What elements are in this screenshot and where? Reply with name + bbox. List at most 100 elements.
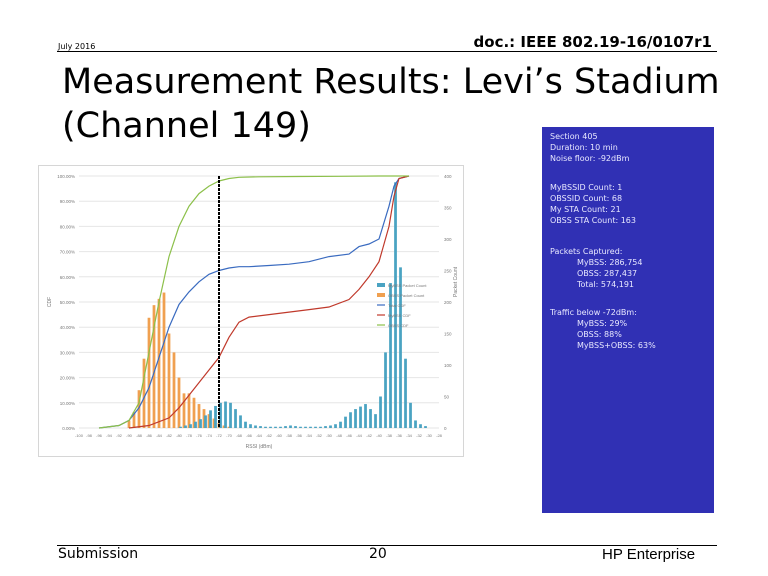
x-tick-label: -88: [136, 433, 143, 438]
bar: [299, 426, 302, 428]
slide-title-line-2: (Channel 149): [62, 106, 311, 146]
bar: [369, 409, 372, 428]
legend-label: OBSS Packet Count: [388, 293, 425, 298]
x-tick-label: -32: [416, 433, 423, 438]
x-tick-label: -28: [436, 433, 443, 438]
bar: [189, 424, 192, 428]
bar: [329, 425, 332, 428]
bar: [379, 396, 382, 428]
legend-label: Total CDF: [388, 303, 406, 308]
bar: [304, 426, 307, 428]
bar: [344, 416, 347, 428]
bar: [192, 397, 196, 428]
y-tick-label: 10.00%: [60, 401, 75, 406]
bar: [184, 425, 187, 428]
rssi-chart-svg: 0.00% 10.00% 20.00% 30.00% 40.00% 50.00% 60.00…: [47, 174, 459, 450]
series-line: [98, 175, 410, 429]
info-line: MyBSS: 286,754: [577, 258, 643, 267]
bar: [289, 425, 292, 428]
bar: [147, 317, 151, 428]
x-tick-label: -40: [376, 433, 383, 438]
x-axis-label: RSSI (dBm): [246, 444, 273, 450]
bar: [214, 405, 217, 428]
bar: [419, 424, 422, 428]
bar: [152, 305, 156, 428]
y2-tick-label: 250: [444, 269, 452, 274]
legend-swatch: [377, 293, 385, 297]
bar: [269, 426, 272, 428]
slide-title: Measurement Results: Levi’s Stadium (Cha…: [62, 60, 720, 148]
x-tick-label: -92: [116, 433, 123, 438]
slide-date: July 2016: [58, 42, 96, 51]
bar: [172, 352, 176, 428]
bar: [219, 402, 222, 428]
info-line: My STA Count: 21: [550, 205, 621, 214]
legend-label: MyBSS Packet Count: [388, 283, 427, 288]
y-tick-label: 0.00%: [62, 426, 75, 431]
bar: [314, 426, 317, 428]
bar: [399, 267, 402, 428]
y2-tick-label: 350: [444, 206, 452, 211]
bar: [187, 393, 191, 428]
x-tick-label: -46: [346, 433, 353, 438]
bar: [404, 358, 407, 428]
bar: [127, 420, 131, 428]
info-panel: Section 405 Duration: 10 min Noise floor…: [542, 127, 714, 513]
bar: [234, 409, 237, 428]
x-tick-label: -64: [256, 433, 263, 438]
series-line: [128, 175, 410, 429]
info-block-packets: Packets Captured: MyBSS: 286,754 OBSS: 2…: [550, 246, 642, 290]
x-tick-label: -96: [96, 433, 103, 438]
x-tick-label: -44: [356, 433, 363, 438]
bar: [194, 421, 197, 428]
y-tick-label: 50.00%: [60, 300, 75, 305]
series-line: [98, 175, 409, 429]
page-number: 20: [369, 546, 387, 562]
x-tick-label: -54: [306, 433, 313, 438]
x-tick-label: -52: [316, 433, 323, 438]
info-block-session: Section 405 Duration: 10 min Noise floor…: [550, 131, 629, 164]
bar: [204, 415, 207, 428]
info-block-counts: MyBSSID Count: 1 OBSSID Count: 68 My STA…: [550, 182, 636, 226]
y-axis-label: CDF: [47, 297, 53, 307]
x-tick-label: -34: [406, 433, 413, 438]
x-tick-label: -86: [146, 433, 153, 438]
info-line: Section 405: [550, 132, 598, 141]
x-tick-label: -76: [196, 433, 203, 438]
y2-axis-label: Packet Count: [453, 266, 459, 297]
x-tick-label: -58: [286, 433, 293, 438]
bar: [394, 182, 397, 428]
info-line: MyBSSID Count: 1: [550, 183, 623, 192]
bar: [294, 426, 297, 428]
bar: [227, 426, 231, 428]
x-tick-label: -72: [216, 433, 223, 438]
bar: [334, 424, 337, 428]
bar: [142, 358, 146, 428]
bar: [182, 393, 186, 428]
bar: [319, 426, 322, 428]
bar: [202, 409, 206, 428]
rssi-chart: 0.00% 10.00% 20.00% 30.00% 40.00% 50.00% 60.00…: [38, 165, 464, 457]
bar: [364, 404, 367, 428]
y-tick-label: 40.00%: [60, 325, 75, 330]
bar: [179, 426, 182, 428]
x-tick-label: -78: [186, 433, 193, 438]
info-line: OBSSID Count: 68: [550, 194, 623, 203]
bar: [274, 426, 277, 428]
legend-label: MyBSS CDF: [388, 313, 411, 318]
bar: [162, 292, 166, 428]
y2-tick-label: 300: [444, 237, 452, 242]
x-tick-label: -94: [106, 433, 113, 438]
y-tick-label: 20.00%: [60, 376, 75, 381]
bar: [197, 404, 201, 428]
bar: [209, 410, 212, 428]
bar: [374, 414, 377, 428]
y-tick-label: 100.00%: [57, 174, 75, 179]
bar: [222, 425, 226, 428]
x-tick-label: -100: [75, 433, 84, 438]
info-line: OBSS STA Count: 163: [550, 216, 636, 225]
bar: [279, 426, 282, 428]
info-line: Duration: 10 min: [550, 143, 618, 152]
bar: [384, 352, 387, 428]
x-tick-label: -90: [126, 433, 133, 438]
